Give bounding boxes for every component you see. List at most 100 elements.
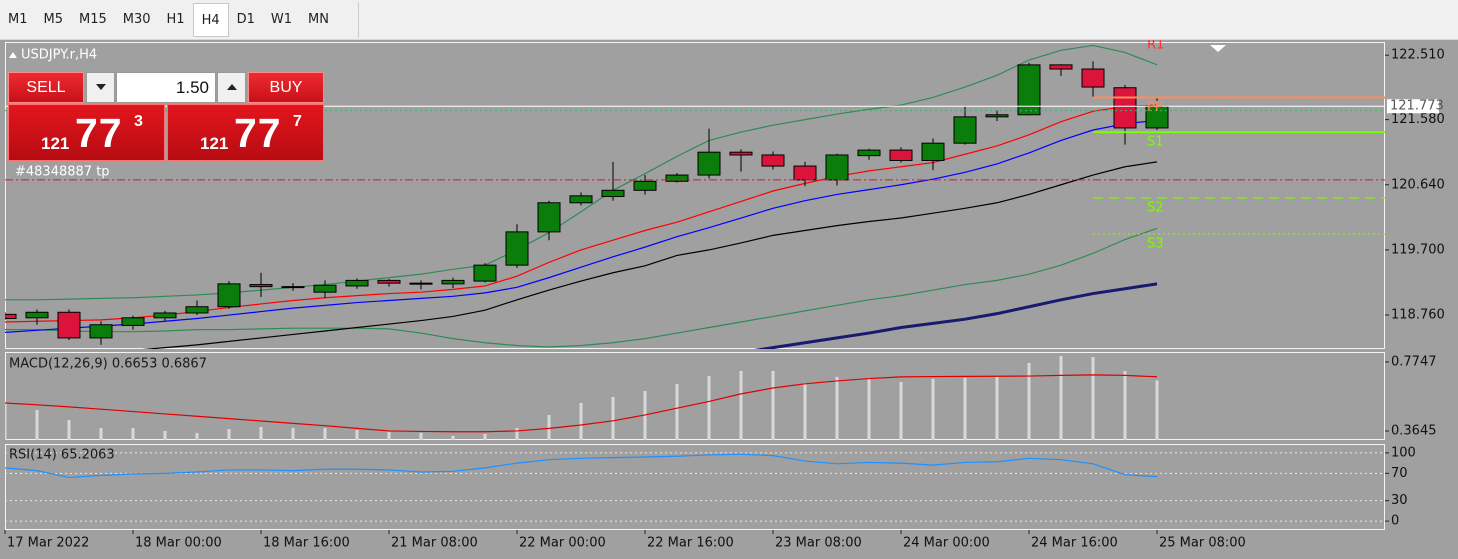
price-big-figure: 121 xyxy=(41,134,70,153)
candle-body xyxy=(249,284,273,288)
candle-body xyxy=(793,165,817,181)
candle-body xyxy=(25,311,49,319)
indicator-line xyxy=(142,161,1158,349)
volume-decrease[interactable] xyxy=(86,72,115,103)
plot-area xyxy=(5,452,1385,522)
histogram-bar xyxy=(1155,380,1159,440)
panel-frame xyxy=(5,42,1385,349)
timeframe-button[interactable]: M30 xyxy=(122,12,151,27)
x-tick-label: 18 Mar 00:00 xyxy=(135,536,222,551)
candle-body xyxy=(601,189,625,198)
y-tick-label: 0.3645 xyxy=(1391,423,1437,438)
timeframe-toolbar: M1 M5 M15 M30 H1 H4 D1 W1 MN xyxy=(0,0,1458,40)
y-tick-label: 0.7747 xyxy=(1391,354,1437,369)
histogram-bar xyxy=(323,428,327,440)
x-tick-label: 25 Mar 08:00 xyxy=(1159,536,1246,551)
volume-input[interactable]: 1.50 xyxy=(116,72,216,103)
histogram-bar xyxy=(803,382,807,440)
y-tick-label: 30 xyxy=(1391,493,1408,508)
pivot-label: S1 xyxy=(1147,135,1164,150)
candle-body xyxy=(409,282,433,285)
sell-button[interactable]: SELL xyxy=(8,72,84,103)
timeframe-button[interactable]: H1 xyxy=(166,12,185,27)
buy-button[interactable]: BUY xyxy=(248,72,324,103)
x-tick-label: 24 Mar 16:00 xyxy=(1031,536,1118,551)
y-tick-label: 100 xyxy=(1391,445,1416,460)
histogram-bar xyxy=(227,429,231,440)
plot-area xyxy=(5,356,1159,440)
histogram-bar xyxy=(1027,362,1031,440)
candle-body xyxy=(185,306,209,314)
timeframe-button[interactable]: M1 xyxy=(8,12,28,27)
timeframe-button[interactable]: W1 xyxy=(270,12,293,27)
price-point: 3 xyxy=(134,113,143,130)
candle-body xyxy=(761,154,785,167)
arrow-down-icon xyxy=(95,84,106,90)
histogram-bar xyxy=(131,428,135,440)
histogram-bar xyxy=(99,428,103,440)
histogram-bar xyxy=(419,432,423,440)
indicator-title: MACD(12,26,9) 0.6653 0.6867 xyxy=(9,357,207,372)
volume-increase[interactable] xyxy=(217,72,246,103)
histogram-bar xyxy=(195,432,199,440)
candle-body xyxy=(1081,68,1105,88)
histogram-bar xyxy=(67,419,71,440)
indicator-title: RSI(14) 65.2063 xyxy=(9,448,115,463)
candle-body xyxy=(729,151,753,156)
timeframe-button[interactable]: M5 xyxy=(43,12,64,27)
candle-body xyxy=(377,279,401,284)
histogram-bar xyxy=(963,377,967,440)
x-tick-label: 17 Mar 2022 xyxy=(7,536,89,551)
candle-body xyxy=(505,231,529,266)
histogram-bar xyxy=(675,383,679,440)
candle-body xyxy=(217,283,241,308)
histogram-bar xyxy=(611,396,615,440)
candle-body xyxy=(473,264,497,282)
buy-price[interactable]: 121 77 7 xyxy=(167,104,324,161)
histogram-bar xyxy=(707,376,711,440)
chart-shift-marker xyxy=(1210,45,1226,52)
histogram-bar xyxy=(579,402,583,440)
candle-body xyxy=(857,149,881,157)
x-tick-label: 22 Mar 00:00 xyxy=(519,536,606,551)
histogram-bar xyxy=(5,402,7,440)
plot-area xyxy=(5,44,1385,349)
histogram-bar xyxy=(355,430,359,440)
candle-body xyxy=(89,324,113,339)
histogram-bar xyxy=(835,376,839,440)
candle-body xyxy=(537,202,561,233)
x-tick-label: 24 Mar 00:00 xyxy=(903,536,990,551)
price-pips: 77 xyxy=(75,110,123,156)
sell-price[interactable]: 121 77 3 xyxy=(8,104,165,161)
x-tick-label: 23 Mar 08:00 xyxy=(775,536,862,551)
x-tick-label: 22 Mar 16:00 xyxy=(647,536,734,551)
timeframe-button[interactable]: D1 xyxy=(236,12,255,27)
arrow-up-icon xyxy=(226,84,237,90)
histogram-bar xyxy=(867,377,871,440)
indicator-line xyxy=(5,227,1158,348)
candle-body xyxy=(313,284,337,293)
histogram-bar xyxy=(931,378,935,440)
candle-body xyxy=(121,317,145,326)
timeframe-button[interactable]: H4 xyxy=(192,3,229,37)
current-price-box xyxy=(1387,99,1439,114)
candle-body xyxy=(921,142,945,162)
candle-body xyxy=(633,180,657,191)
pivot-label: S3 xyxy=(1147,236,1164,251)
panel-frame xyxy=(5,352,1385,440)
histogram-bar xyxy=(387,432,391,440)
pivot-label: S2 xyxy=(1147,200,1164,215)
candle-body xyxy=(953,116,977,144)
candle-body xyxy=(889,149,913,162)
histogram-bar xyxy=(995,376,999,440)
price-pips: 77 xyxy=(234,110,282,156)
indicator-line xyxy=(5,44,1158,301)
candle-body xyxy=(985,114,1009,118)
candle-body xyxy=(697,151,721,176)
y-tick-label: 121.580 xyxy=(1391,112,1445,127)
indicator-line xyxy=(5,119,1158,333)
timeframe-button[interactable]: M15 xyxy=(79,12,107,27)
timeframe-button[interactable]: MN xyxy=(308,12,329,27)
candle-body xyxy=(441,279,465,285)
